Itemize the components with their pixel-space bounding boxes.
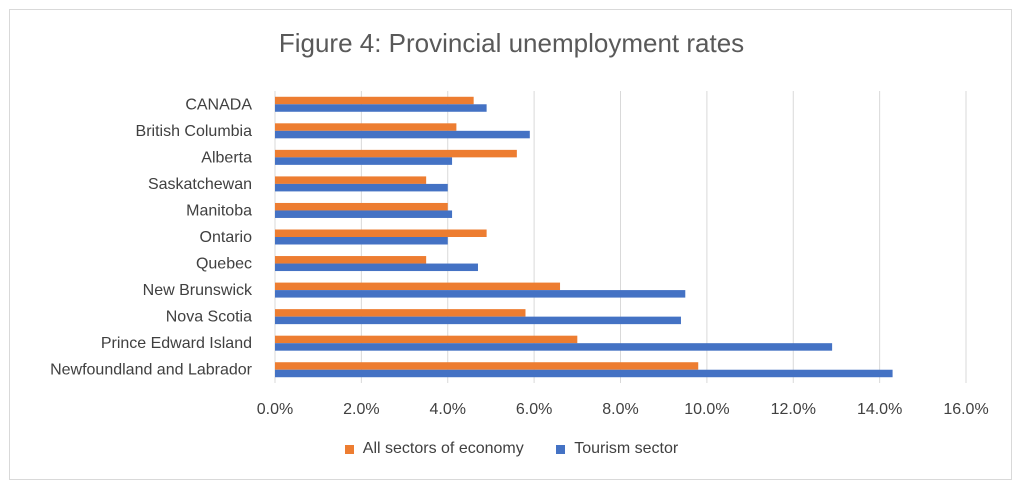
category-label: Newfoundland and Labrador (50, 362, 253, 379)
bar-all-sectors (275, 335, 578, 344)
x-tick-label: 6.0% (516, 401, 552, 418)
category-label: Ontario (200, 229, 253, 246)
category-label: British Columbia (136, 123, 253, 140)
bar-all-sectors (275, 96, 474, 105)
legend-label-all-sectors: All sectors of economy (362, 440, 524, 457)
legend-item-all-sectors: All sectors of economy (344, 440, 524, 458)
bar-all-sectors (275, 149, 517, 158)
x-tick-label: 12.0% (771, 401, 816, 418)
bar-all-sectors (275, 256, 427, 264)
bar-tourism (275, 263, 478, 272)
legend-item-tourism: Tourism sector (556, 440, 678, 458)
x-tick-label: 10.0% (684, 401, 729, 418)
bar-tourism (275, 183, 448, 192)
legend-swatch-all-sectors (344, 444, 354, 454)
x-tick-label: 14.0% (857, 401, 902, 418)
bar-all-sectors (275, 176, 427, 184)
x-tick-label: 16.0% (943, 401, 988, 418)
category-label: Nova Scotia (166, 309, 252, 326)
bar-all-sectors (275, 309, 526, 317)
category-label: Prince Edward Island (101, 335, 252, 352)
bar-all-sectors (275, 229, 487, 237)
chart-frame (9, 9, 1012, 480)
category-label: Saskatchewan (148, 176, 252, 193)
bar-tourism (275, 104, 487, 112)
chart-title: Figure 4: Provincial unemployment rates (278, 28, 745, 58)
bar-tourism (275, 316, 681, 325)
bar-all-sectors (275, 282, 561, 291)
legend-label-tourism: Tourism sector (574, 440, 679, 457)
category-label: New Brunswick (143, 282, 253, 299)
bar-tourism (275, 130, 530, 139)
category-label: Alberta (201, 149, 252, 166)
bar-tourism (275, 343, 833, 351)
legend: All sectors of economy Tourism sector (0, 440, 1023, 459)
x-tick-label: 8.0% (602, 401, 638, 418)
x-tick-label: 4.0% (430, 401, 466, 418)
bar-all-sectors (275, 202, 448, 211)
bar-tourism (275, 157, 453, 165)
legend-swatch-tourism (556, 444, 566, 454)
bar-tourism (275, 237, 448, 245)
category-label: Quebec (196, 256, 252, 273)
x-tick-label: 2.0% (343, 401, 379, 418)
x-tick-label: 0.0% (257, 401, 293, 418)
bar-tourism (275, 210, 453, 218)
category-label: Manitoba (186, 202, 252, 219)
bar-tourism (275, 369, 893, 378)
bar-tourism (275, 290, 686, 298)
bar-all-sectors (275, 123, 457, 131)
category-label: CANADA (185, 96, 252, 113)
bar-all-sectors (275, 362, 699, 370)
